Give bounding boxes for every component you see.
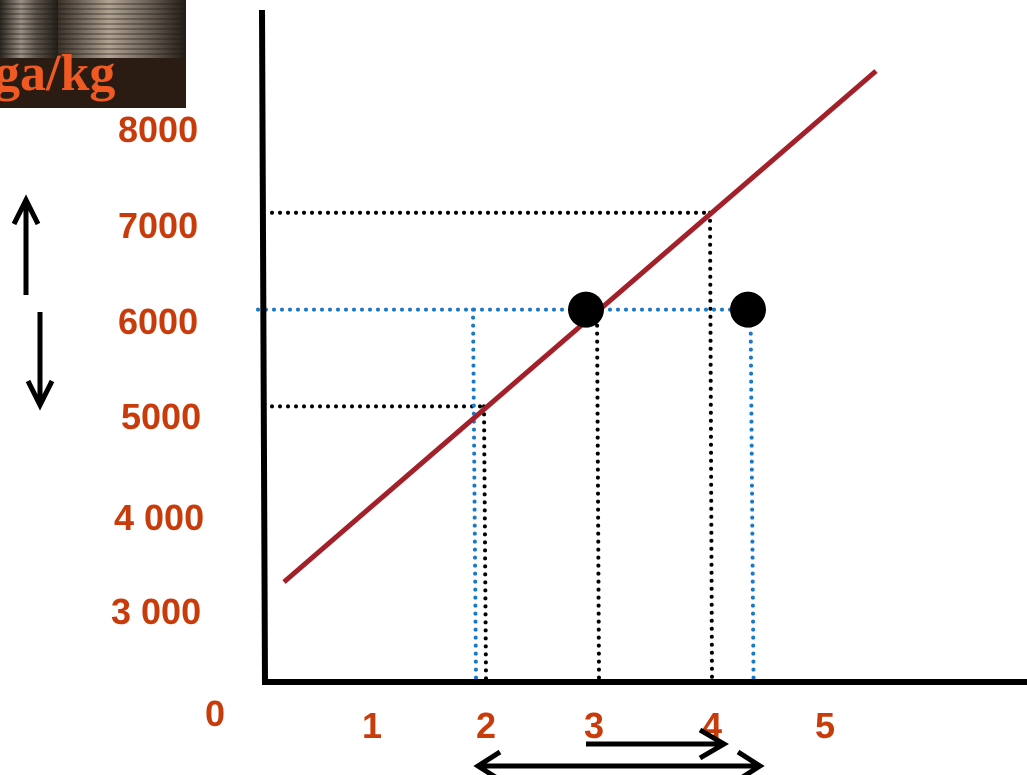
y-tick-label: 4 000 <box>114 497 204 538</box>
data-point-2 <box>730 291 766 328</box>
data-point-1 <box>568 291 604 328</box>
photo-badge: ga/kg <box>0 0 186 108</box>
axes <box>259 9 1027 686</box>
y-tick-label: 6000 <box>118 301 198 342</box>
down-arrow-icon <box>25 312 55 411</box>
coin-stack-image <box>0 0 186 108</box>
y-tick-label: 7000 <box>118 205 198 246</box>
guide-v-2 <box>471 307 478 682</box>
badge-text: ga/kg <box>0 45 116 102</box>
y-tick-label: 5000 <box>121 396 201 437</box>
y-tick-label: 0 <box>205 693 225 734</box>
y-tick-label: 3 000 <box>111 591 201 632</box>
guide-lines <box>256 210 756 682</box>
x-tick-label: 2 <box>476 705 496 746</box>
y-tick-label: 8000 <box>118 109 198 150</box>
y-axis <box>259 9 268 686</box>
guide-v-4.35 <box>748 307 756 682</box>
up-arrow-icon <box>11 194 41 295</box>
guide-v-4 <box>708 210 714 682</box>
x-tick-label: 1 <box>362 705 382 746</box>
guide-v-2 <box>482 404 488 682</box>
y-tick-labels: 8000 7000 6000 5000 4 000 3 000 0 <box>111 109 225 734</box>
x-tick-label: 5 <box>815 705 835 746</box>
right-arrow-icon <box>586 727 729 761</box>
points <box>568 291 766 328</box>
x-tick-label: 3 <box>584 705 604 746</box>
double-headed-arrow-icon <box>473 749 765 775</box>
guide-v-3 <box>595 307 601 682</box>
